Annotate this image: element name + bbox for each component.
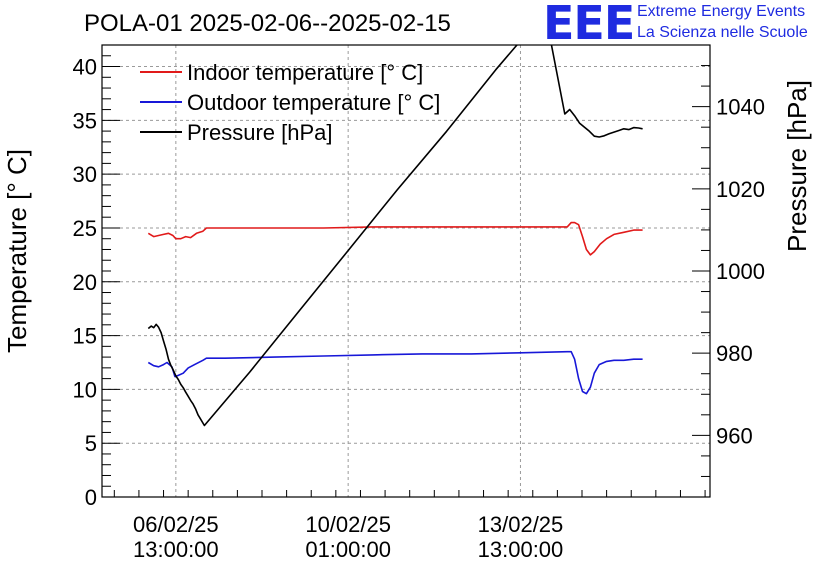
y-tick-label: 30 [73,162,97,187]
legend-label: Indoor temperature [° C] [187,60,423,85]
y-tick-label: 35 [73,108,97,133]
x-tick-label-date: 13/02/25 [478,512,564,537]
pressure-series-line [147,45,643,427]
series-group [147,45,643,427]
y-tick-label: 40 [73,55,97,80]
y2-axis-title: Pressure [hPa] [782,80,812,252]
y2-tick-label: 980 [716,341,753,366]
y-tick-label: 25 [73,216,97,241]
y-tick-label: 0 [85,485,97,510]
eee-logo: EEE [543,0,635,50]
logo-caption-line2: La Scienza nelle Scuole [637,24,808,41]
x-tick-label-time: 13:00:00 [478,537,564,562]
y-axis-title: Temperature [° C] [2,149,32,353]
legend-label: Outdoor temperature [° C] [187,90,440,115]
y2-tick-label: 1000 [716,259,765,284]
y-tick-label: 10 [73,377,97,402]
legend-label: Pressure [hPa] [187,120,333,145]
outdoor-temperature-line [147,350,643,395]
x-tick-label-time: 01:00:00 [305,537,391,562]
logo-caption-line1: Extreme Energy Events [637,3,806,20]
chart-title: POLA-01 2025-02-06--2025-02-15 [84,10,451,37]
x-tick-label-time: 13:00:00 [133,537,219,562]
y-tick-label: 20 [73,270,97,295]
indoor-temperature-line [147,221,643,256]
y2-tick-label: 1040 [716,95,765,120]
y2-tick-label: 960 [716,423,753,448]
y2-tick-label: 1020 [716,177,765,202]
y-tick-label: 5 [85,431,97,456]
y-tick-label: 15 [73,324,97,349]
x-tick-label-date: 06/02/25 [133,512,219,537]
x-tick-label-date: 10/02/25 [305,512,391,537]
